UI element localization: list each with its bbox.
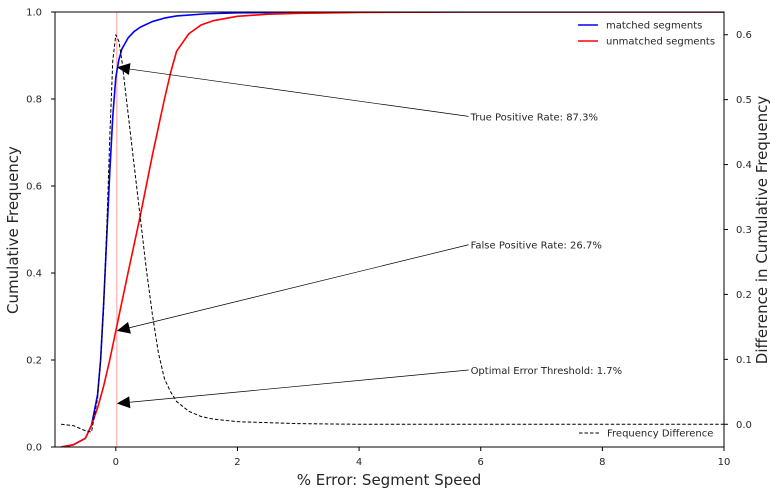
y2-tick-label: 0.0 <box>736 420 752 431</box>
annotation-arrow-head <box>116 321 131 334</box>
annotation-arrow-head <box>116 63 131 75</box>
annotation-arrow-line <box>129 68 469 117</box>
x-tick-label: 8 <box>599 457 605 468</box>
y2-axis-title: Difference in Cumulative Frequency <box>753 96 771 365</box>
x-tick-label: 6 <box>478 457 484 468</box>
x-tick-label: 0 <box>113 457 119 468</box>
x-axis-title: % Error: Segment Speed <box>297 471 481 489</box>
y-tick-label: 0.6 <box>26 182 42 193</box>
plot-frame <box>54 11 725 448</box>
x-tick-label: 10 <box>718 457 731 468</box>
series-frequency-difference <box>61 34 724 433</box>
legend-layer: matched segments unmatched segments Freque… <box>578 21 715 440</box>
annotation-label: False Positive Rate: 26.7% <box>471 241 602 252</box>
y2-tick-label: 0.3 <box>736 225 752 236</box>
y2-tick-label: 0.6 <box>736 30 752 41</box>
legend-label-unmatched-segments: unmatched segments <box>606 37 715 48</box>
y-tick-label: 1.0 <box>26 8 42 19</box>
y2-tick-label: 0.4 <box>736 160 752 171</box>
annotation-label: True Positive Rate: 87.3% <box>470 112 598 123</box>
y-tick-label: 0.8 <box>26 95 42 106</box>
annotation-arrow-line <box>129 369 469 403</box>
annotations: True Positive Rate: 87.3% False Positive … <box>116 63 623 409</box>
annotation-arrow-line <box>129 244 469 329</box>
annotation-arrow-head <box>116 396 131 409</box>
y-tick-label: 0.2 <box>26 356 42 367</box>
series-matched-segments <box>60 12 724 447</box>
y2-tick-label: 0.2 <box>736 290 752 301</box>
y-tick-label: 0.4 <box>26 269 42 280</box>
y-axis-title: Cumulative Frequency <box>4 146 22 314</box>
series-unmatched-segments <box>60 12 724 447</box>
x-tick-label: 4 <box>356 457 362 468</box>
legend-label-matched-segments: matched segments <box>606 21 702 32</box>
y2-tick-label: 0.5 <box>736 95 752 106</box>
axes-layer: 0 2 4 6 8 10 0.0 0.2 0.4 0.6 0.8 1.0 0.0 0.1 0.2 0.3 0.4… <box>26 8 752 469</box>
annotation-label: Optimal Error Threshold: 1.7% <box>471 366 623 377</box>
series-layer <box>60 12 724 447</box>
y2-tick-label: 0.1 <box>736 355 752 366</box>
x-tick-label: 2 <box>234 457 240 468</box>
y-tick-label: 0.0 <box>26 443 42 454</box>
legend-label-frequency-difference: Frequency Difference <box>607 429 713 440</box>
